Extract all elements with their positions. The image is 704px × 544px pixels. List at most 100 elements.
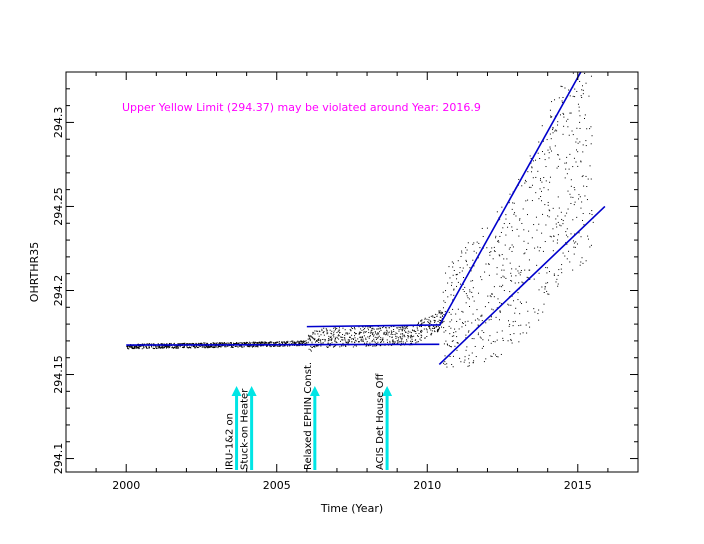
scatter-point [569, 95, 571, 97]
scatter-point [376, 333, 378, 335]
scatter-point [260, 342, 262, 344]
scatter-point [513, 202, 515, 204]
scatter-point [227, 342, 229, 344]
scatter-point [528, 259, 530, 261]
scatter-point [406, 340, 408, 342]
event-arrowhead [382, 386, 393, 396]
scatter-point [397, 341, 399, 343]
scatter-point [209, 345, 211, 347]
scatter-point [564, 87, 566, 89]
scatter-point [590, 178, 592, 180]
scatter-point [160, 343, 162, 345]
scatter-point [489, 254, 491, 256]
scatter-point [585, 145, 587, 147]
scatter-point [547, 201, 549, 203]
scatter-point [179, 346, 181, 348]
scatter-point [256, 346, 258, 348]
scatter-point [209, 346, 211, 348]
scatter-point [503, 223, 505, 225]
scatter-point [145, 346, 147, 348]
scatter-point [130, 346, 132, 348]
scatter-point [366, 342, 368, 344]
scatter-point [282, 345, 284, 347]
scatter-point [335, 336, 337, 338]
scatter-point [342, 345, 344, 347]
scatter-point [464, 286, 466, 288]
y-tick-label: 294.25 [52, 187, 65, 226]
scatter-point [485, 358, 487, 360]
scatter-point [573, 240, 575, 242]
scatter-point [492, 309, 494, 311]
scatter-point [420, 332, 422, 334]
scatter-point [339, 346, 341, 348]
scatter-point [582, 175, 584, 177]
scatter-point [328, 338, 330, 340]
scatter-point [413, 335, 415, 337]
scatter-point [209, 346, 211, 348]
scatter-point [191, 345, 193, 347]
scatter-point [468, 362, 470, 364]
scatter-point [375, 338, 377, 340]
scatter-point [147, 343, 149, 345]
scatter-point [547, 149, 549, 151]
scatter-point [491, 355, 493, 357]
scatter-point [420, 334, 422, 336]
scatter-point [201, 343, 203, 345]
scatter-point [499, 302, 501, 304]
scatter-point [535, 159, 537, 161]
scatter-point [413, 330, 415, 332]
scatter-point [266, 342, 268, 344]
scatter-point [398, 339, 400, 341]
scatter-point [223, 343, 225, 345]
scatter-point [463, 361, 465, 363]
scatter-point [175, 346, 177, 348]
scatter-point [499, 218, 501, 220]
scatter-point [555, 281, 557, 283]
scatter-point [552, 228, 554, 230]
scatter-point [330, 332, 332, 334]
scatter-point [331, 342, 333, 344]
scatter-point [249, 346, 251, 348]
scatter-point [127, 345, 129, 347]
scatter-point [219, 343, 221, 345]
scatter-point [215, 342, 217, 344]
scatter-point [410, 335, 412, 337]
scatter-point [331, 338, 333, 340]
scatter-point [392, 339, 394, 341]
scatter-point [354, 345, 356, 347]
scatter-point [466, 264, 468, 266]
scatter-point [551, 116, 553, 118]
scatter-point [168, 347, 170, 349]
scatter-point [504, 244, 506, 246]
scatter-point [577, 103, 579, 105]
scatter-point [320, 342, 322, 344]
scatter-point [135, 346, 137, 348]
scatter-point [129, 346, 131, 348]
scatter-point [375, 345, 377, 347]
event-label: Stuck-on Heater [240, 388, 251, 470]
scatter-point [262, 341, 264, 343]
scatter-point [203, 345, 205, 347]
scatter-point [540, 196, 542, 198]
scatter-point [198, 345, 200, 347]
scatter-point [242, 343, 244, 345]
scatter-point [392, 340, 394, 342]
scatter-point [157, 343, 159, 345]
scatter-point [270, 345, 272, 347]
scatter-point [438, 311, 440, 313]
scatter-point [466, 295, 468, 297]
scatter-point [464, 321, 466, 323]
scatter-point [519, 219, 521, 221]
scatter-point [581, 257, 583, 259]
scatter-point [420, 326, 422, 328]
scatter-point [242, 342, 244, 344]
scatter-point [511, 268, 513, 270]
scatter-point [243, 346, 245, 348]
scatter-point [523, 253, 525, 255]
scatter-point [502, 275, 504, 277]
scatter-point [543, 187, 545, 189]
scatter-point [217, 347, 219, 349]
scatter-point [158, 346, 160, 348]
scatter-point [531, 237, 533, 239]
scatter-point [471, 322, 473, 324]
